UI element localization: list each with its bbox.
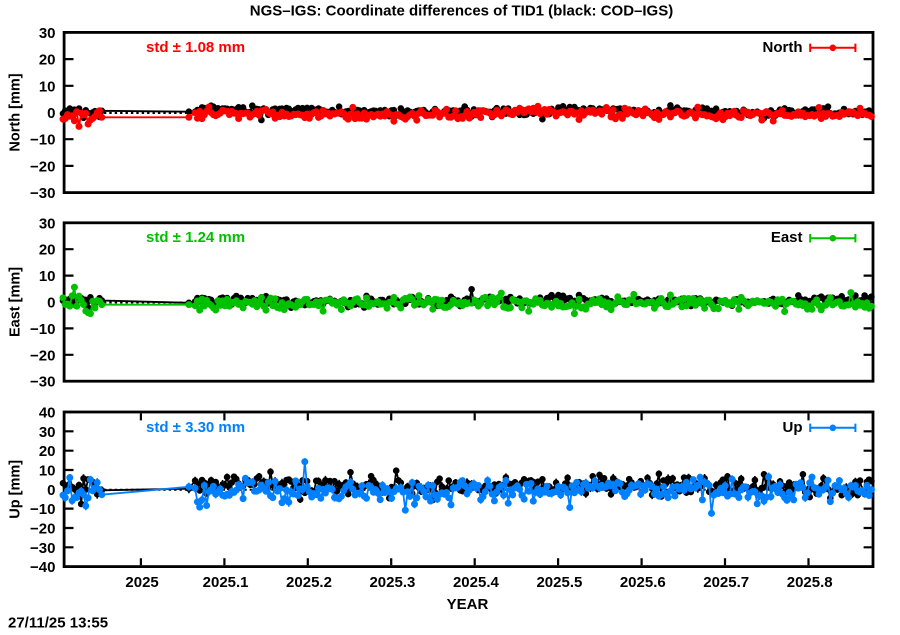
svg-text:East [mm]: East [mm] xyxy=(8,267,24,337)
svg-text:std ± 1.08 mm: std ± 1.08 mm xyxy=(146,39,245,56)
svg-text:Up [mm]: Up [mm] xyxy=(8,460,24,519)
svg-text:−30: −30 xyxy=(30,540,55,557)
svg-text:10: 10 xyxy=(39,78,56,95)
svg-text:2025.3: 2025.3 xyxy=(369,574,415,591)
svg-text:std ± 3.30 mm: std ± 3.30 mm xyxy=(146,419,245,436)
svg-text:2025.4: 2025.4 xyxy=(453,574,500,591)
svg-text:20: 20 xyxy=(39,52,56,69)
svg-text:−40: −40 xyxy=(30,559,55,576)
svg-text:−20: −20 xyxy=(30,347,55,364)
svg-text:NGS–IGS: Coordinate difference: NGS–IGS: Coordinate differences of TID1 … xyxy=(250,3,673,20)
svg-text:10: 10 xyxy=(39,268,56,285)
svg-text:2025.2: 2025.2 xyxy=(286,574,332,591)
svg-text:North: North xyxy=(763,39,803,56)
svg-text:−30: −30 xyxy=(30,185,55,202)
svg-text:−30: −30 xyxy=(30,374,55,391)
svg-text:−10: −10 xyxy=(30,321,55,338)
svg-text:27/11/25 13:55: 27/11/25 13:55 xyxy=(8,615,108,631)
svg-text:0: 0 xyxy=(47,295,55,312)
svg-text:10: 10 xyxy=(39,463,56,480)
svg-text:20: 20 xyxy=(39,443,56,460)
svg-text:Up: Up xyxy=(783,419,803,436)
svg-text:0: 0 xyxy=(47,105,55,122)
svg-text:−10: −10 xyxy=(30,132,55,149)
svg-text:North [mm]: North [mm] xyxy=(8,73,24,151)
svg-text:2025: 2025 xyxy=(125,574,158,591)
svg-text:East: East xyxy=(771,229,803,246)
svg-text:0: 0 xyxy=(47,482,55,499)
svg-text:std ± 1.24 mm: std ± 1.24 mm xyxy=(146,229,245,246)
svg-text:30: 30 xyxy=(39,25,56,42)
svg-text:20: 20 xyxy=(39,242,56,259)
svg-text:30: 30 xyxy=(39,424,56,441)
svg-text:YEAR: YEAR xyxy=(447,596,489,613)
svg-text:30: 30 xyxy=(39,215,56,232)
svg-text:2025.6: 2025.6 xyxy=(620,574,666,591)
svg-text:2025.7: 2025.7 xyxy=(703,574,749,591)
svg-text:2025.5: 2025.5 xyxy=(536,574,582,591)
svg-text:2025.8: 2025.8 xyxy=(787,574,833,591)
svg-text:−20: −20 xyxy=(30,521,55,538)
svg-text:2025.1: 2025.1 xyxy=(203,574,249,591)
svg-text:40: 40 xyxy=(39,405,56,422)
svg-text:−20: −20 xyxy=(30,158,55,175)
svg-text:−10: −10 xyxy=(30,501,55,518)
